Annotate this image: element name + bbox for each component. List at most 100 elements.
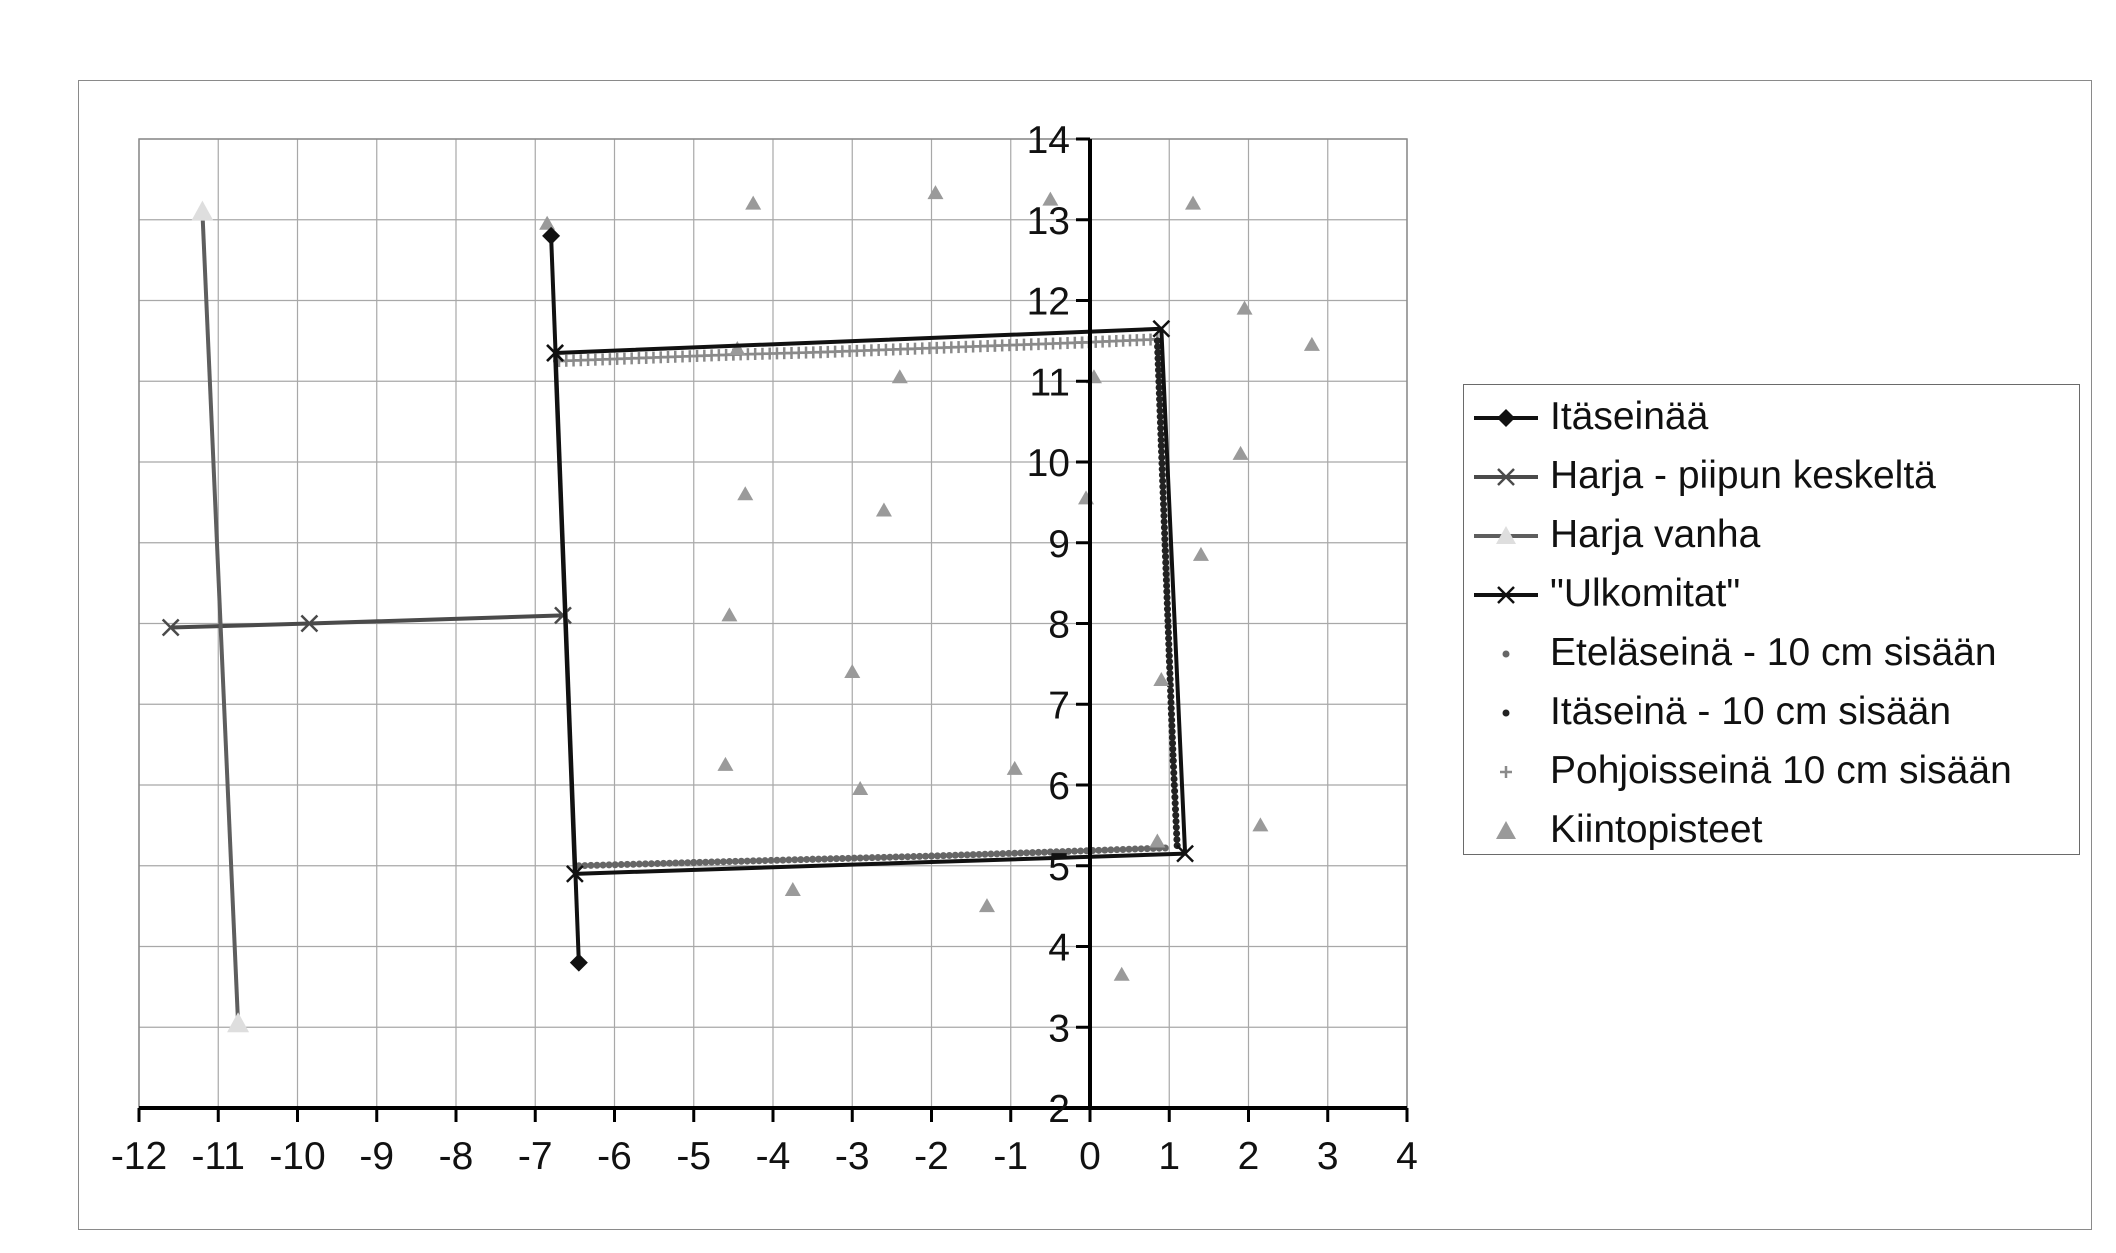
marker-dot — [993, 850, 1001, 858]
marker-diamond — [1497, 409, 1515, 427]
legend-line-x-icon — [1474, 586, 1538, 604]
marker-triangle — [844, 663, 861, 678]
marker-dot — [1157, 424, 1165, 432]
legend-item: Itäseinää — [1464, 388, 2079, 447]
marker-triangle — [227, 1012, 250, 1033]
x-tick-label: -7 — [518, 1135, 553, 1178]
marker-dot — [1157, 430, 1165, 438]
marker-dot — [1162, 558, 1170, 566]
y-tick-label: 5 — [1048, 846, 1070, 889]
scatter-chart: -12 -11 -10 -9 -8 -7 -6 -5 -4 -3 -2 -1 0 1 2 3 423456789… — [111, 119, 1418, 1178]
marker-dot — [981, 850, 989, 858]
x-tick-label: 4 — [1396, 1135, 1418, 1178]
marker-dot — [850, 854, 858, 862]
series-line — [200, 211, 241, 1024]
marker-dot — [1162, 576, 1170, 584]
legend-item: Kiintopisteet — [1464, 801, 2079, 860]
x-tick-label: 1 — [1158, 1135, 1180, 1178]
marker-triangle — [1496, 821, 1516, 839]
marker-dot — [910, 853, 918, 861]
marker-dot — [987, 850, 995, 858]
marker-dot — [761, 857, 769, 865]
marker-dot — [999, 850, 1007, 858]
marker-dot — [1159, 489, 1167, 497]
marker-x-stroke — [1176, 844, 1194, 863]
marker-dot — [1107, 846, 1115, 854]
marker-dot — [904, 853, 912, 861]
marker-dot — [1164, 617, 1172, 625]
marker-dot — [1029, 849, 1037, 857]
marker-dot — [1163, 599, 1171, 607]
marker-dot — [623, 860, 631, 868]
marker-dot — [773, 856, 781, 864]
marker-dot — [1095, 846, 1103, 854]
marker-dot — [714, 858, 722, 866]
marker-diamond — [542, 226, 561, 245]
marker-dot — [1158, 471, 1166, 479]
marker-dot — [1154, 360, 1162, 368]
marker-dot — [737, 857, 745, 865]
marker-dot — [1160, 523, 1168, 531]
marker-dot — [916, 852, 924, 860]
legend-label: Itäseinä - 10 cm sisään — [1550, 690, 1952, 733]
marker-x — [161, 618, 180, 637]
y-tick-label: 11 — [1030, 361, 1071, 404]
legend-line-x-icon — [1474, 468, 1538, 486]
marker-dot — [1160, 506, 1168, 514]
legend-label: Harja vanha — [1550, 513, 1761, 556]
marker-dot — [1052, 848, 1060, 856]
x-tick-label: -1 — [993, 1135, 1028, 1178]
marker-x — [1497, 468, 1515, 486]
marker-dot — [1162, 570, 1170, 578]
marker-dot — [868, 854, 876, 862]
marker-dot — [1034, 848, 1042, 856]
marker-dot — [755, 857, 763, 865]
marker-dot — [1155, 378, 1163, 386]
y-tick-label: 12 — [1027, 281, 1070, 324]
legend-label: Itäseinää — [1550, 395, 1709, 438]
marker-dot — [832, 855, 840, 863]
marker-dot — [1168, 728, 1176, 736]
marker-triangle — [1149, 833, 1166, 848]
marker-dot — [1040, 848, 1048, 856]
marker-dot — [1167, 693, 1175, 701]
series-5 — [1153, 337, 1181, 850]
marker-triangle — [1192, 546, 1209, 561]
series-1 — [161, 606, 572, 637]
marker-dot — [1158, 465, 1166, 473]
marker-dot — [1160, 518, 1168, 526]
marker-dot — [1113, 846, 1121, 854]
y-tick-label: 10 — [1027, 442, 1070, 485]
marker-dot — [641, 860, 649, 868]
y-tick-label: 14 — [1027, 119, 1070, 162]
marker-dot — [880, 853, 888, 861]
marker-x-stroke — [1497, 468, 1515, 486]
marker-dot — [666, 859, 674, 867]
x-tick-label: -10 — [269, 1135, 325, 1178]
series-6 — [553, 333, 1164, 368]
marker-dot — [605, 861, 613, 869]
series-layer — [161, 185, 1320, 1033]
marker-dot — [892, 853, 900, 861]
marker-dot — [719, 858, 727, 866]
marker-x — [554, 606, 572, 625]
marker-dot — [898, 853, 906, 861]
marker-dot — [1077, 847, 1085, 855]
marker-dot — [1156, 419, 1164, 427]
marker-dot — [1167, 698, 1175, 706]
marker-dot — [629, 860, 637, 868]
x-tick-label: -6 — [597, 1135, 632, 1178]
marker-dot — [1171, 787, 1179, 795]
series-3 — [546, 319, 1194, 883]
marker-triangle — [1185, 195, 1202, 210]
marker-dot — [1167, 704, 1175, 712]
marker-dot — [1162, 564, 1170, 572]
marker-dot — [1156, 395, 1164, 403]
marker-triangle — [745, 195, 762, 210]
x-tick-label: -2 — [914, 1135, 949, 1178]
marker-dot — [922, 852, 930, 860]
marker-triangle — [1236, 300, 1253, 315]
marker-dot — [1166, 669, 1174, 677]
marker-dot — [1157, 442, 1165, 450]
marker-dot — [1164, 628, 1172, 636]
